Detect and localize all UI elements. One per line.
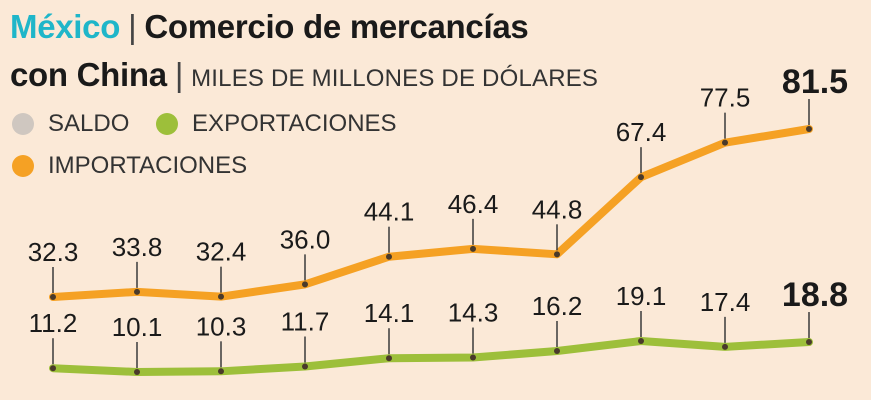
legend-row-2: IMPORTACIONES	[12, 152, 267, 184]
data-point-importaciones	[302, 281, 308, 288]
data-label-exportaciones: 16.2	[532, 291, 583, 321]
data-point-exportaciones	[50, 365, 56, 372]
title-country: México	[10, 8, 121, 45]
title-separator: |	[128, 8, 137, 45]
legend-item-exportaciones: EXPORTACIONES	[156, 110, 397, 138]
data-point-exportaciones	[722, 343, 728, 350]
data-label-exportaciones: 17.4	[700, 287, 751, 317]
series-line-importaciones	[49, 125, 813, 301]
data-label-importaciones: 32.3	[28, 237, 79, 267]
data-point-exportaciones	[554, 347, 560, 354]
data-point-exportaciones	[806, 339, 812, 346]
data-label-importaciones: 44.8	[532, 194, 583, 224]
data-label-importaciones: 33.8	[112, 232, 163, 262]
legend-label-importaciones: IMPORTACIONES	[48, 152, 248, 179]
data-label-exportaciones: 14.1	[364, 298, 415, 328]
legend-dot-exportaciones	[156, 113, 179, 135]
data-point-importaciones	[134, 288, 140, 295]
legend-label-exportaciones: EXPORTACIONES	[192, 110, 397, 137]
data-point-importaciones	[218, 293, 224, 300]
data-point-exportaciones	[302, 363, 308, 370]
data-label-importaciones: 77.5	[700, 83, 751, 113]
data-label-exportaciones: 10.3	[196, 311, 247, 341]
data-point-importaciones	[470, 245, 476, 252]
data-label-importaciones: 32.4	[196, 237, 247, 267]
data-point-exportaciones	[386, 355, 392, 362]
title-main: Comercio de mercancías	[144, 8, 529, 45]
data-point-importaciones	[554, 251, 560, 258]
legend-item-importaciones: IMPORTACIONES	[12, 152, 247, 180]
data-point-exportaciones	[638, 338, 644, 344]
title-main-2: con China	[10, 56, 167, 93]
data-point-importaciones	[722, 139, 728, 146]
chart-title-line-1: México | Comercio de mercancías	[10, 8, 529, 46]
data-label-exportaciones: 11.7	[281, 306, 330, 336]
data-point-importaciones	[806, 126, 812, 132]
data-point-importaciones	[638, 174, 644, 181]
legend-label-saldo: SALDO	[48, 110, 130, 137]
data-label-exportaciones: 11.2	[29, 308, 78, 338]
data-label-importaciones: 67.4	[616, 117, 667, 147]
legend-item-saldo: SALDO	[12, 110, 129, 138]
legend-dot-importaciones	[12, 155, 34, 177]
data-point-exportaciones	[470, 354, 476, 361]
data-label-importaciones: 44.1	[364, 197, 415, 227]
legend-dot-saldo	[12, 113, 34, 135]
data-point-exportaciones	[218, 368, 224, 375]
data-label-exportaciones: 18.8	[782, 276, 848, 314]
data-point-exportaciones	[134, 369, 140, 375]
data-point-importaciones	[386, 253, 392, 260]
series-line-exportaciones	[49, 337, 813, 376]
data-label-exportaciones: 19.1	[616, 281, 667, 311]
data-point-importaciones	[50, 294, 56, 300]
data-label-importaciones: 36.0	[280, 224, 331, 254]
units-separator: |	[174, 56, 184, 93]
chart-title-line-2: con China | MILES DE MILLONES DE DÓLARES	[10, 56, 598, 94]
legend-row-1: SALDO EXPORTACIONES	[12, 110, 417, 142]
data-label-importaciones: 46.4	[448, 189, 499, 219]
chart-units: MILES DE MILLONES DE DÓLARES	[191, 65, 599, 92]
data-label-exportaciones: 10.1	[112, 312, 163, 342]
data-label-importaciones: 81.5	[782, 63, 848, 101]
data-label-exportaciones: 14.3	[448, 298, 499, 328]
